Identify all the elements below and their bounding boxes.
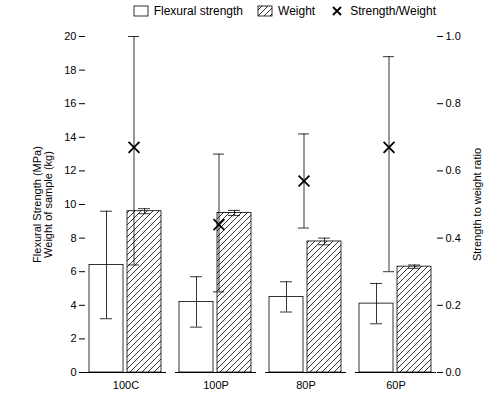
html-text:Weight: Weight [278,4,316,18]
svg-text:8: 8 [70,232,76,244]
svg-text:0.2: 0.2 [446,299,461,311]
svg-text:100P: 100P [203,379,229,391]
svg-text:2: 2 [70,332,76,344]
svg-text:6: 6 [70,265,76,277]
svg-text:16: 16 [64,97,76,109]
svg-text:Strength to weight ratio: Strength to weight ratio [471,148,483,261]
svg-text:0.4: 0.4 [446,232,461,244]
svg-text:1.0: 1.0 [446,30,461,42]
svg-text:12: 12 [64,164,76,176]
svg-text:10: 10 [64,198,76,210]
html-text:Strength/Weight: Strength/Weight [350,4,436,18]
svg-text:20: 20 [64,30,76,42]
svg-text:0: 0 [70,366,76,378]
svg-text:4: 4 [70,299,76,311]
svg-text:0.6: 0.6 [446,164,461,176]
svg-text:80P: 80P [296,379,316,391]
svg-text:100C: 100C [113,379,139,391]
svg-text:0.8: 0.8 [446,97,461,109]
svg-text:14: 14 [64,131,76,143]
svg-text:Flexural Strength (MPa)Weight: Flexural Strength (MPa)Weight of sample … [31,146,54,263]
svg-text:60P: 60P [386,379,406,391]
svg-text:18: 18 [64,64,76,76]
html-text:Flexural strength: Flexural strength [153,4,243,18]
svg-text:0.0: 0.0 [446,366,461,378]
